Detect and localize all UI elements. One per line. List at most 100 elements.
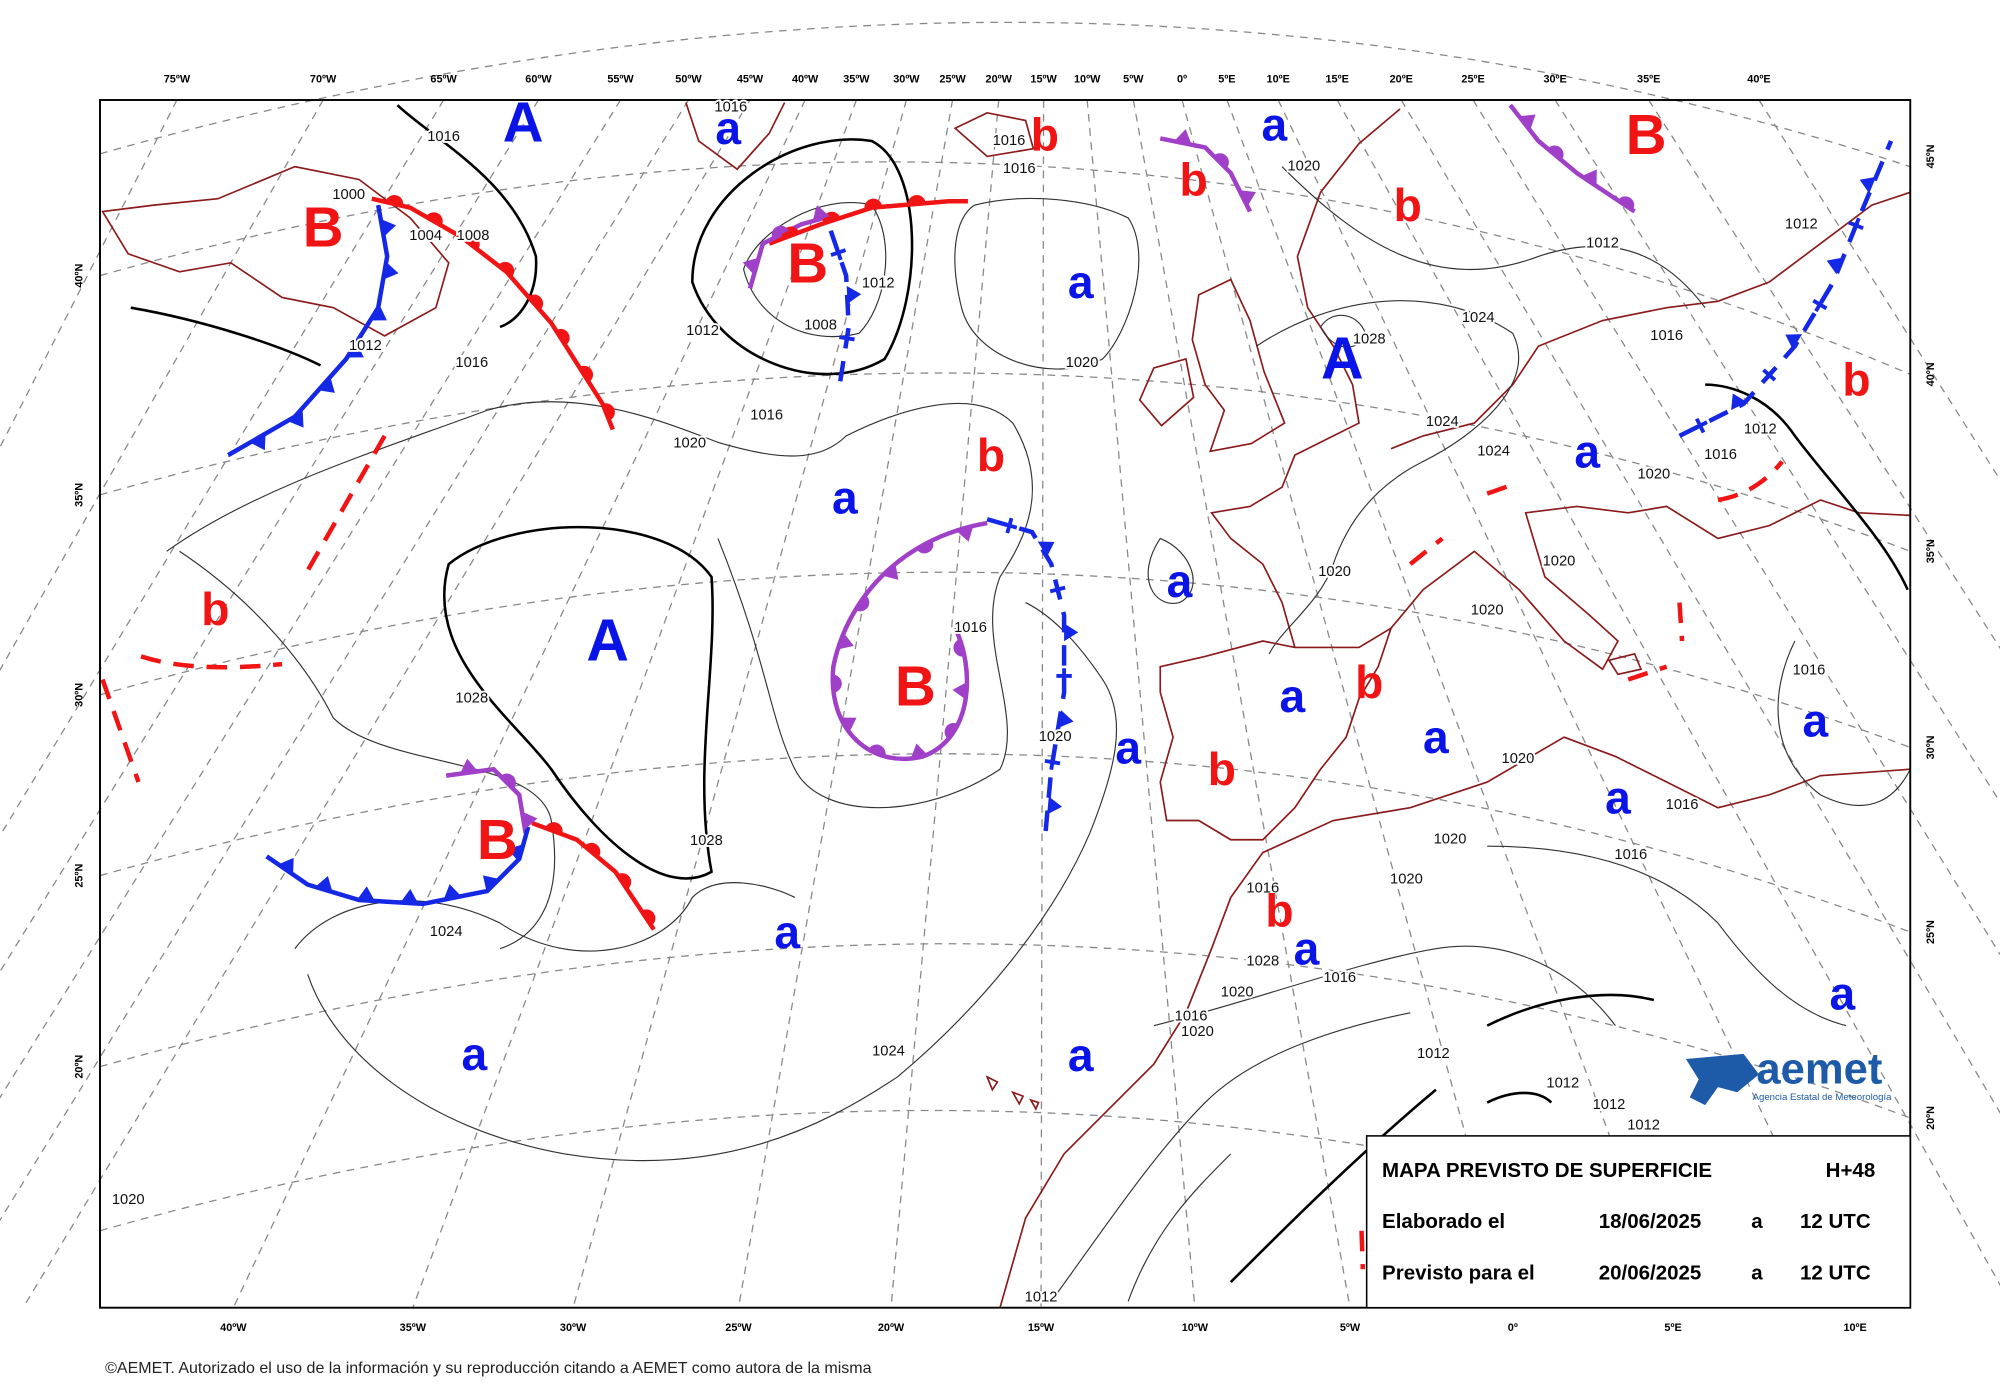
front-semicircle <box>545 822 563 835</box>
low-center: B <box>787 231 828 294</box>
front-triangle <box>522 811 538 830</box>
logo-subtitle: Agencia Estatal de Meteorología <box>1753 1092 1893 1103</box>
front-triangle <box>383 261 399 280</box>
low-center: b <box>201 583 229 635</box>
lon-label-top: 35ºE <box>1637 73 1660 85</box>
front-cross <box>1056 668 1072 684</box>
isobar-label: 1016 <box>1003 161 1036 177</box>
logo: aemet Agencia Estatal de Meteorología <box>1685 1045 1893 1106</box>
isobar <box>1229 383 1909 1283</box>
warm-front <box>768 199 968 246</box>
lon-label-top: 0º <box>1177 73 1187 85</box>
parallel <box>99 21 1911 168</box>
cold-front-upper <box>1678 140 1894 438</box>
front-semicircle <box>584 842 601 858</box>
lat-label-left: 30ºN <box>73 683 85 707</box>
isobar <box>166 401 1033 950</box>
parallel <box>99 571 1911 749</box>
info-time: 12 UTC <box>1800 1210 1871 1233</box>
high-center: A <box>503 90 544 153</box>
isobar-label: 1020 <box>1221 984 1254 1000</box>
lon-label-top: 55ºW <box>607 73 634 85</box>
parallel <box>99 753 1911 933</box>
front-triangle <box>507 844 524 862</box>
front-cross <box>1001 517 1018 534</box>
isobars <box>130 104 1911 1302</box>
occluded-front <box>1508 103 1636 214</box>
front-semicircle <box>771 225 789 239</box>
isobar-label: 1016 <box>455 355 488 371</box>
high-center: a <box>1068 256 1094 308</box>
lon-label-bottom: 20ºW <box>878 1322 905 1334</box>
lon-label-bottom: 40ºW <box>220 1322 247 1334</box>
front-triangle <box>1581 169 1597 187</box>
cold-front-upper <box>986 517 1067 840</box>
isobar-label: 1012 <box>1785 216 1818 232</box>
lon-label-top: 10ºW <box>1074 73 1101 85</box>
isobar-label: 1012 <box>1627 1118 1660 1134</box>
front-triangle <box>347 342 364 358</box>
isobar-label: 1020 <box>1543 554 1576 570</box>
isobar <box>1256 166 1706 655</box>
info-box: MAPA PREVISTO DE SUPERFICIE H+48 Elabora… <box>1365 1135 1912 1309</box>
isobar-label: 1024 <box>430 924 463 940</box>
coast-britain <box>1191 278 1286 453</box>
lat-label-left: 25ºN <box>73 864 85 888</box>
coast-ireland <box>1138 357 1195 427</box>
meridian <box>1132 99 1351 1308</box>
meridian <box>572 99 908 1308</box>
high-center: a <box>1829 968 1855 1020</box>
lat-label-left: 40ºN <box>73 264 85 288</box>
lon-label-top: 50ºW <box>675 73 702 85</box>
lon-label-bottom: 30ºW <box>560 1322 587 1334</box>
meridian <box>0 99 690 1222</box>
lon-label-bottom: 35ºW <box>400 1322 427 1334</box>
front-triangle <box>812 205 830 222</box>
low-center: B <box>895 654 936 717</box>
low-center: b <box>977 429 1005 481</box>
isobar-label: 1020 <box>112 1192 145 1208</box>
lon-label-top: 40ºW <box>792 73 819 85</box>
coast-africa <box>999 736 1911 1308</box>
front-triangle <box>482 875 500 892</box>
high-center: a <box>462 1028 488 1080</box>
isobar <box>1147 314 1366 604</box>
logo-icon <box>1685 1053 1759 1106</box>
isobar-label: 1024 <box>872 1043 905 1059</box>
front-cross <box>1049 581 1066 598</box>
parallel <box>99 161 1911 375</box>
front-triangle <box>956 525 974 542</box>
lat-label-left: 35ºN <box>73 483 85 507</box>
info-date: 20/06/2025 <box>1599 1261 1702 1284</box>
isobar-label: 1020 <box>1318 564 1351 580</box>
lon-label-bottom: 10ºE <box>1843 1322 1866 1334</box>
lon-label-top: 15ºE <box>1326 73 1349 85</box>
info-label: Previsto para el <box>1382 1261 1535 1284</box>
isobar-label: 1028 <box>1246 954 1279 970</box>
front-triangle <box>288 410 304 428</box>
high-center: A <box>1321 326 1364 391</box>
isobar-label: 1020 <box>1502 751 1535 767</box>
isobar-label: 1012 <box>1593 1097 1626 1113</box>
isobar <box>742 202 887 338</box>
isobar-label: 1016 <box>750 407 783 423</box>
meridian <box>0 99 324 672</box>
isobar <box>954 197 1140 370</box>
isobar-label: 1012 <box>1025 1289 1058 1305</box>
isobar <box>294 602 1118 1162</box>
front-triangle <box>1047 796 1063 815</box>
info-label: Elaborado el <box>1382 1210 1505 1233</box>
isobar-label: 1016 <box>1323 970 1356 986</box>
isobar-label: 1016 <box>1246 880 1279 896</box>
trough <box>100 434 1784 1270</box>
front-triangle <box>1058 710 1074 728</box>
isobar <box>442 525 714 880</box>
isobar-label: 1020 <box>1287 159 1320 175</box>
isobar-label: 1028 <box>455 691 488 707</box>
lon-label-top: 30ºW <box>893 73 920 85</box>
meridian <box>737 99 954 1308</box>
lon-label-top: 20ºW <box>986 73 1013 85</box>
front-semicircle <box>385 194 404 207</box>
